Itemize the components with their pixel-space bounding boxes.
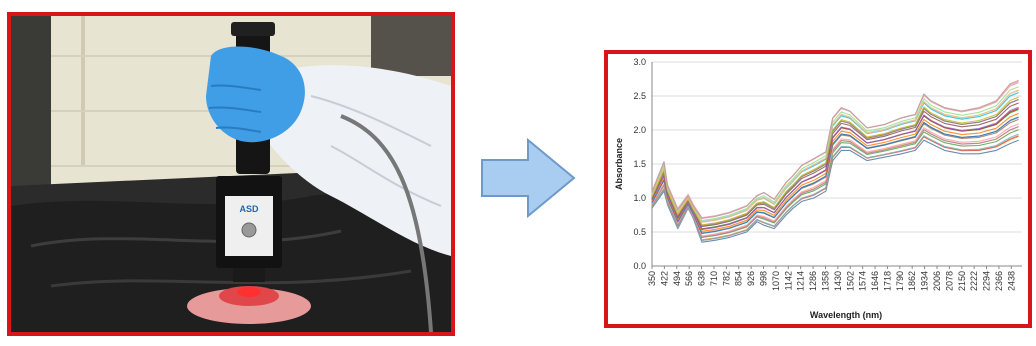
y-tick-label: 2.5	[633, 91, 646, 101]
y-tick-label: 1.0	[633, 193, 646, 203]
right-arrow-icon	[480, 137, 576, 223]
x-tick-label: 998	[759, 271, 769, 286]
x-tick-label: 782	[721, 271, 731, 286]
probe-logo: ASD	[239, 204, 259, 214]
x-tick-label: 854	[734, 271, 744, 286]
spectrum-line	[651, 106, 1019, 230]
x-tick-label: 1934	[920, 271, 930, 291]
x-tick-label: 494	[672, 271, 682, 286]
spectrum-line	[651, 118, 1019, 234]
x-tick-label: 2222	[969, 271, 979, 291]
x-tick-label: 1790	[895, 271, 905, 291]
x-tick-label: 566	[684, 271, 694, 286]
x-tick-label: 1502	[845, 271, 855, 291]
x-tick-label: 1286	[808, 271, 818, 291]
doorway-shadow	[11, 16, 51, 206]
x-tick-label: 638	[697, 271, 707, 286]
photo-illustration: ASD	[11, 16, 451, 332]
x-tick-label: 1862	[907, 271, 917, 291]
x-tick-label: 710	[709, 271, 719, 286]
y-tick-label: 0.5	[633, 227, 646, 237]
x-tick-label: 2366	[994, 271, 1004, 291]
x-tick-label: 1430	[833, 271, 843, 291]
spectra-chart: 0.0 0.5 1.0 1.5 2.0 2.5 3.0 350 422 494 566 638 710…	[604, 50, 1032, 328]
lab-coat-sleeve	[251, 65, 451, 256]
chart-svg: 0.0 0.5 1.0 1.5 2.0 2.5 3.0 350 422 494 566 638 710…	[614, 57, 1022, 320]
spectrum-line	[651, 116, 1019, 234]
x-tick-label: 1574	[858, 271, 868, 291]
x-tick-label: 422	[659, 271, 669, 286]
x-axis-label: Wavelength (nm)	[810, 310, 882, 320]
spectrum-line	[651, 96, 1019, 226]
x-tick-label: 2294	[982, 271, 992, 291]
x-tick-label: 2150	[957, 271, 967, 291]
probe-photo: ASD	[7, 12, 455, 336]
x-tick-label: 2006	[932, 271, 942, 291]
spectrum-line	[651, 133, 1019, 241]
x-tick-label: 926	[746, 271, 756, 286]
probe-cable	[340, 114, 433, 332]
x-tick-label: 1718	[882, 271, 892, 291]
x-tick-label: 1070	[771, 271, 781, 291]
x-tick-label: 2438	[1006, 271, 1016, 291]
y-tick-label: 3.0	[633, 57, 646, 67]
spectrum-line	[651, 123, 1019, 237]
x-tick-label: 1646	[870, 271, 880, 291]
x-tick-label: 350	[647, 271, 657, 286]
spectrum-line	[651, 89, 1019, 223]
spectrum-line	[651, 79, 1019, 219]
x-tick-label: 1214	[796, 271, 806, 291]
x-tick-label: 1358	[820, 271, 830, 291]
x-tick-label: 2078	[944, 271, 954, 291]
glove	[206, 46, 305, 143]
spectrum-line	[651, 139, 1019, 243]
y-tick-label: 2.0	[633, 125, 646, 135]
spectrum-line	[651, 86, 1019, 222]
x-tick-label: 1142	[783, 271, 793, 290]
y-tick-label: 0.0	[633, 261, 646, 271]
y-tick-label: 1.5	[633, 159, 646, 169]
y-axis-label: Absorbance	[614, 138, 624, 190]
